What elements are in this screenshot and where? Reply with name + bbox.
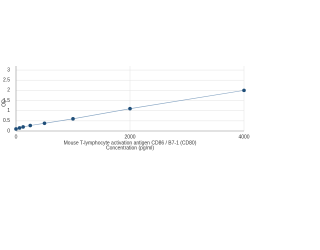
data-point (21, 125, 25, 129)
y-tick-label: 0.5 (3, 118, 10, 124)
x-tick-label: 2000 (124, 134, 135, 140)
x-axis-label: Concentration (pg/ml) (106, 145, 154, 151)
data-point (42, 121, 47, 126)
y-tick-label: 2 (7, 88, 10, 94)
data-point (242, 88, 246, 93)
data-point (128, 106, 132, 111)
data-point (14, 127, 18, 131)
y-tick-label: 1 (7, 108, 10, 114)
y-tick-label: 2.5 (3, 78, 10, 84)
data-point (17, 126, 22, 130)
chart-title: Mouse T-lymphocyte activation antigen CD… (64, 140, 197, 146)
y-tick-label: 3 (7, 67, 10, 73)
data-point (28, 123, 33, 128)
x-tick-label: 0 (15, 134, 18, 140)
chart: Mouse T-lymphocyte activation antigen CD… (1, 66, 250, 151)
data-point (71, 117, 75, 121)
y-axis-label: OD (1, 99, 7, 107)
y-tick-label: 0 (7, 128, 10, 134)
x-tick-label: 4000 (238, 134, 249, 140)
y-tick-label: 1.5 (3, 98, 10, 104)
